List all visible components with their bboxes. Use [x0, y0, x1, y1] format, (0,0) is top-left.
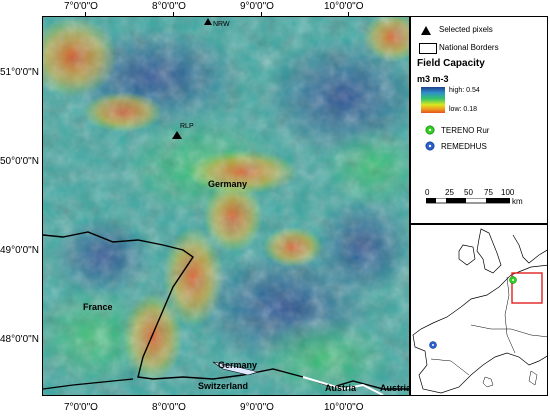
- map-label-switzerland: Switzerland: [198, 381, 249, 391]
- legend-selected-pixels: Selected pixels: [439, 25, 493, 34]
- x-tick-top-8: 8°0'0"O: [152, 1, 186, 12]
- legend-national-borders: National Borders: [439, 43, 499, 52]
- map-label-austria-2: Austria: [380, 383, 410, 393]
- scale-bar: [426, 198, 510, 204]
- map-label-austria-1: Austria: [325, 383, 357, 393]
- y-tick-48: 48°0'0"N: [0, 334, 39, 345]
- tereno-marker-icon: [425, 125, 435, 135]
- selected-pixel-marker-nrw: [204, 18, 212, 25]
- legend-tereno: TERENO Rur: [441, 126, 490, 135]
- map-legend: Selected pixels National Borders Field C…: [410, 16, 548, 224]
- x-tick-bottom-10: 10°0'0"O: [324, 402, 364, 413]
- scale-tick-100: 100: [501, 188, 515, 197]
- map-label-france: France: [83, 302, 113, 312]
- map-label-nrw: NRW: [213, 21, 230, 28]
- legend-unit: m3 m-3: [417, 74, 449, 84]
- legend-remedhus: REMEDHUS: [441, 142, 487, 151]
- y-tick-51: 51°0'0"N: [0, 67, 39, 78]
- x-tick-bottom-8: 8°0'0"O: [152, 402, 186, 413]
- lake-constance: [212, 361, 260, 376]
- x-tick-top-9: 9°0'0"O: [240, 1, 274, 12]
- legend-title: Field Capacity: [417, 58, 485, 69]
- selected-pixel-marker-rlp: [172, 131, 182, 139]
- scale-tick-75: 75: [484, 188, 493, 197]
- x-tick-top-10: 10°0'0"O: [324, 1, 364, 12]
- y-tick-50: 50°0'0"N: [0, 156, 39, 167]
- map-label-germany: Germany: [208, 179, 248, 189]
- map-raster: [43, 17, 409, 395]
- inset-overview-map: [410, 224, 548, 396]
- x-tick-bottom-7: 7°0'0"O: [64, 402, 98, 413]
- raster-texture: [43, 17, 409, 395]
- x-tick-top-7: 7°0'0"O: [64, 1, 98, 12]
- scale-tick-50: 50: [464, 188, 473, 197]
- x-tick-bottom-9: 9°0'0"O: [240, 402, 274, 413]
- scale-unit: km: [512, 197, 523, 206]
- inset-outline: [412, 228, 547, 394]
- y-tick-49: 49°0'0"N: [0, 245, 39, 256]
- scale-tick-0: 0: [425, 188, 430, 197]
- field-capacity-map: NRW RLP Germany France Germany Switzerla…: [42, 16, 410, 396]
- remedhus-marker-icon: [425, 141, 435, 151]
- study-area-box: [511, 272, 543, 304]
- map-label-germany-south: Germany: [218, 360, 258, 370]
- map-label-rlp: RLP: [180, 123, 194, 130]
- selected-pixels-symbol: [421, 26, 431, 35]
- national-borders-symbol: [419, 43, 437, 54]
- scale-tick-25: 25: [445, 188, 454, 197]
- top-tick-marks: [42, 12, 410, 16]
- color-ramp: [421, 87, 445, 113]
- legend-high: high: 0.54: [449, 87, 480, 94]
- legend-low: low: 0.18: [449, 106, 478, 113]
